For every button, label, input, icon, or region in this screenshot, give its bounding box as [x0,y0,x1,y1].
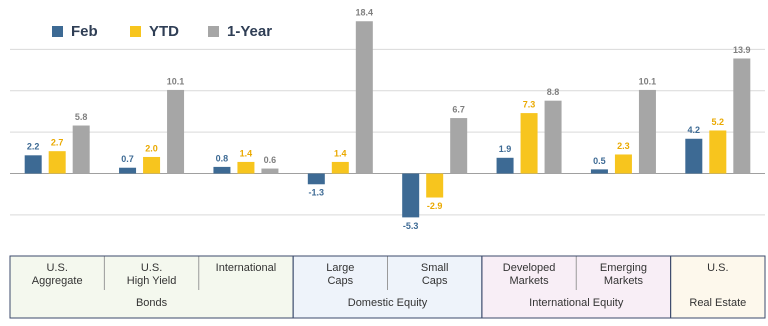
category-label-line: U.S. [707,262,728,274]
bar [685,138,703,174]
bar [520,113,538,174]
group-background [670,256,765,318]
bar [402,173,420,218]
bar [709,130,727,174]
value-label: 2.7 [51,138,64,148]
value-label: 0.6 [264,155,277,165]
category-label-line: U.S. [46,262,67,274]
value-label: 5.2 [712,117,725,127]
group-label: Domestic Equity [348,297,428,309]
bar [638,89,656,174]
value-label: 1.4 [334,148,347,158]
category-label-line: High Yield [127,275,177,287]
bar [237,161,255,174]
value-label: 1.4 [240,148,253,158]
value-label: 10.1 [167,76,185,86]
category-label-line: Developed [503,262,556,274]
category-label: Small Caps [421,262,449,287]
category-label: Emerging Markets [600,262,647,287]
category-label: U.S. [707,262,728,274]
bar [48,151,66,174]
bar [119,167,137,174]
value-label: 2.2 [27,142,40,152]
value-label: 5.8 [75,112,88,122]
group-label: International Equity [529,297,624,309]
category-label: U.S. Aggregate [32,262,83,287]
bar [143,156,161,174]
value-label: -2.9 [427,201,443,211]
value-label: 7.3 [523,99,536,109]
category-label-line: Aggregate [32,275,83,287]
group-background [10,256,294,318]
category-label-line: Small [421,262,449,274]
bar [614,154,632,174]
category-label-line: Caps [327,275,353,287]
value-label: 0.8 [216,153,229,163]
value-label: 6.7 [452,104,465,114]
bar [544,100,562,174]
bar [24,155,42,174]
bar [450,118,468,174]
category-label: International [216,262,277,274]
category-label-line: International [216,262,277,274]
legend-label: 1-Year [227,23,272,40]
value-label: 2.0 [145,143,158,153]
value-label: -5.3 [403,221,419,231]
category-label-line: U.S. [141,262,162,274]
value-label: 8.8 [547,87,560,97]
bar [733,58,751,174]
bar [72,125,90,174]
bar [496,157,514,174]
value-label: 2.3 [617,141,630,151]
legend-label: YTD [149,23,179,40]
bar [307,173,325,185]
bar [213,166,231,174]
value-label: 18.4 [356,8,374,18]
value-label: 1.9 [499,144,512,154]
legend-swatch [208,26,219,37]
category-label: Large Caps [326,262,354,287]
category-label: U.S. High Yield [127,262,177,287]
bar [426,173,444,198]
group-label: Real Estate [689,297,746,309]
legend-label: Feb [71,23,98,40]
category-label-line: Caps [422,275,448,287]
bar [590,169,608,174]
legend-swatch [52,26,63,37]
value-label: 0.5 [593,156,606,166]
bar [167,89,185,174]
value-label: 13.9 [733,45,751,55]
category-label-line: Markets [604,275,644,287]
legend-swatch [130,26,141,37]
bar [355,21,373,174]
category-label-line: Large [326,262,354,274]
value-label: 10.1 [639,76,657,86]
category-label: Developed Markets [503,262,556,287]
group-label: Bonds [136,297,168,309]
group-border [670,255,766,319]
bar [331,161,349,174]
category-label-line: Emerging [600,262,647,274]
bar [261,168,279,174]
value-label: 0.7 [121,154,134,164]
category-label-line: Markets [510,275,550,287]
value-label: -1.3 [309,188,325,198]
value-label: 4.2 [688,125,701,135]
